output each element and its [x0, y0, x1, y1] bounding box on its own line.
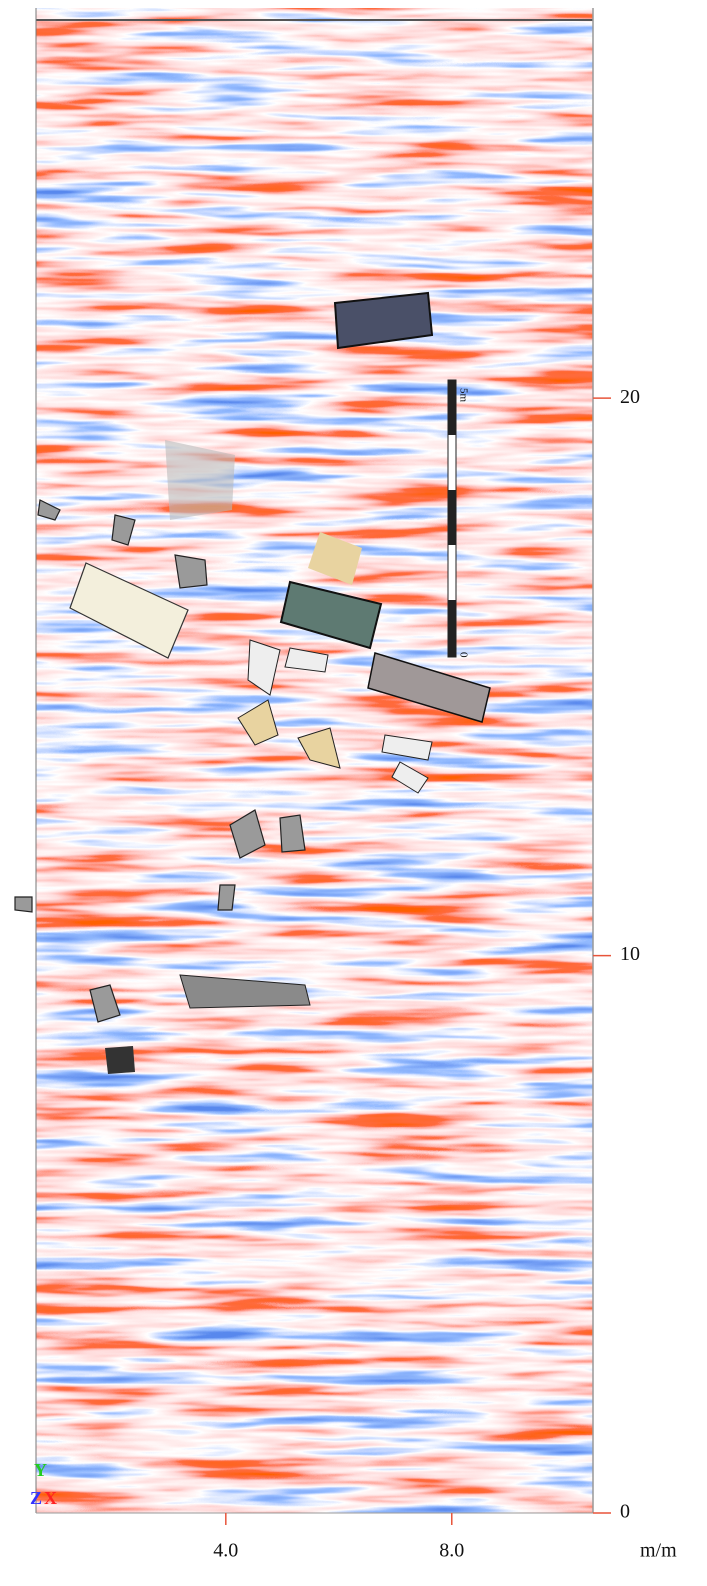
y-tick-label: 10: [620, 943, 640, 965]
y-tick-label: 0: [620, 1501, 630, 1523]
scale-label: 5m: [457, 388, 469, 403]
chart: 5m 0 Y Z X m/m 0 10 20 4.0 8.0: [0, 0, 707, 1581]
stone: [15, 897, 32, 912]
x-axis-label: m/m: [640, 1540, 677, 1562]
x-tick-label: 4.0: [213, 1540, 238, 1562]
axis-icon-label: X: [44, 1488, 57, 1508]
axis-icon-label: Z: [30, 1488, 42, 1508]
axis-icon-label: Y: [34, 1460, 47, 1480]
x-tick-label: 8.0: [439, 1540, 464, 1562]
stone: [280, 815, 305, 852]
stone: [218, 885, 235, 910]
scale-label: 0: [457, 652, 469, 658]
stone: [105, 1046, 135, 1074]
stone: [175, 555, 207, 588]
y-tick-label: 20: [620, 386, 640, 408]
